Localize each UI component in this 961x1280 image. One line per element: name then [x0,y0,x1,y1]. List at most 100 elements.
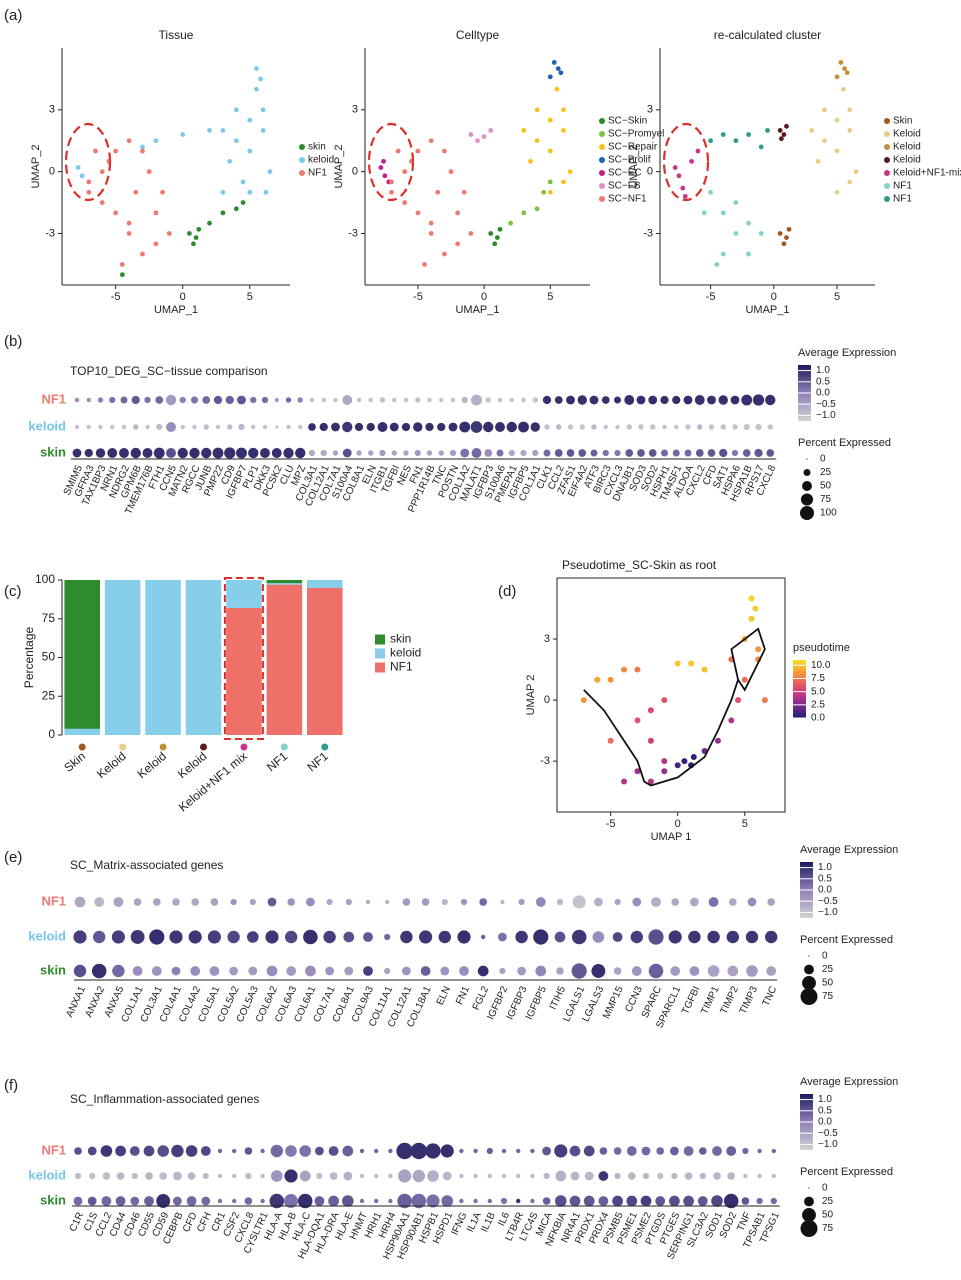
dot [742,1147,749,1155]
dot [636,395,646,405]
x-tick-label: 0 [675,818,681,830]
dot [764,930,778,944]
dot [74,896,86,908]
point [497,226,503,232]
color-tick-label: 0.5 [816,376,830,387]
dot [297,1193,313,1209]
dot [227,424,233,430]
legend-swatch [599,118,605,124]
point [680,185,686,191]
highlight-ellipse [662,122,710,202]
point [755,646,762,653]
dot [401,422,411,432]
dot [129,1146,140,1156]
dot [530,1173,535,1179]
dot [166,448,176,458]
point [672,165,678,170]
dot [566,449,575,457]
point [488,128,494,133]
dot [571,963,587,979]
legend-label: NF1 [893,194,912,205]
dot [329,1172,338,1180]
dot [755,423,762,431]
dot [238,423,245,431]
size-legend-title: Percent Expressed [800,934,893,946]
dot [662,424,667,430]
dot [421,898,430,906]
point [442,148,447,154]
point [75,165,81,170]
y-tick-label: 0 [647,166,653,178]
legend-swatch [884,196,890,202]
dot [89,1172,96,1180]
dot [73,930,87,944]
dot [487,1198,492,1204]
point [661,768,668,775]
gene-label: ITIH5 [548,984,568,1011]
dot [323,930,336,944]
dot [166,422,176,432]
dot [270,1144,284,1158]
plot-frame [556,577,786,813]
size-legend-title: Percent Expressed [800,1166,893,1178]
point [534,206,540,212]
dot [730,395,740,405]
dot [508,449,515,457]
dot [496,449,504,457]
dot [120,396,128,404]
dot [439,397,444,403]
dot [319,422,328,432]
dot [614,898,621,906]
dot [441,898,448,906]
dot [384,967,391,975]
point [547,117,553,123]
point [481,134,487,140]
dot [728,898,737,906]
dot [530,1198,535,1204]
dot [501,1148,507,1154]
dot [191,898,200,906]
row-label: keloid [28,928,66,943]
dot [517,966,526,976]
dot [84,448,93,458]
dot [110,424,115,430]
dot [603,424,608,430]
dot [314,1196,325,1206]
y-axis-label: UMAP_2 [30,144,42,188]
dot [757,1173,762,1179]
point [140,251,145,257]
dot [286,424,291,430]
color-tick-label: 0.0 [818,1117,832,1128]
dot [142,448,153,458]
y-tick-label: 3 [49,104,55,116]
dot [402,966,411,976]
dot [415,397,421,403]
chart-title: Celltype [456,28,500,42]
color-tick-label: 0.5 [818,1105,832,1116]
dot [497,397,503,403]
dot [284,930,298,944]
dot [343,931,355,943]
color-tick-label: −1.0 [818,907,838,918]
dot [683,1146,694,1156]
point [93,148,98,154]
size-swatch [806,458,808,460]
dot [671,1172,678,1180]
legend-label: SC−Skin [608,116,647,127]
point [728,717,735,724]
row-label: keloid [28,418,66,433]
point [140,144,145,150]
dot [402,898,411,906]
point [521,128,527,133]
size-legend-label: 50 [822,1210,834,1221]
dot [668,930,682,944]
point [378,165,384,170]
legend-swatch [884,157,890,163]
dot [343,1171,353,1181]
row-label: skin [40,962,66,977]
size-legend-label: 25 [820,467,832,478]
dot [614,449,621,457]
dot [516,1198,521,1204]
legend-label: keloid [308,155,334,166]
legend-swatch [884,144,890,150]
